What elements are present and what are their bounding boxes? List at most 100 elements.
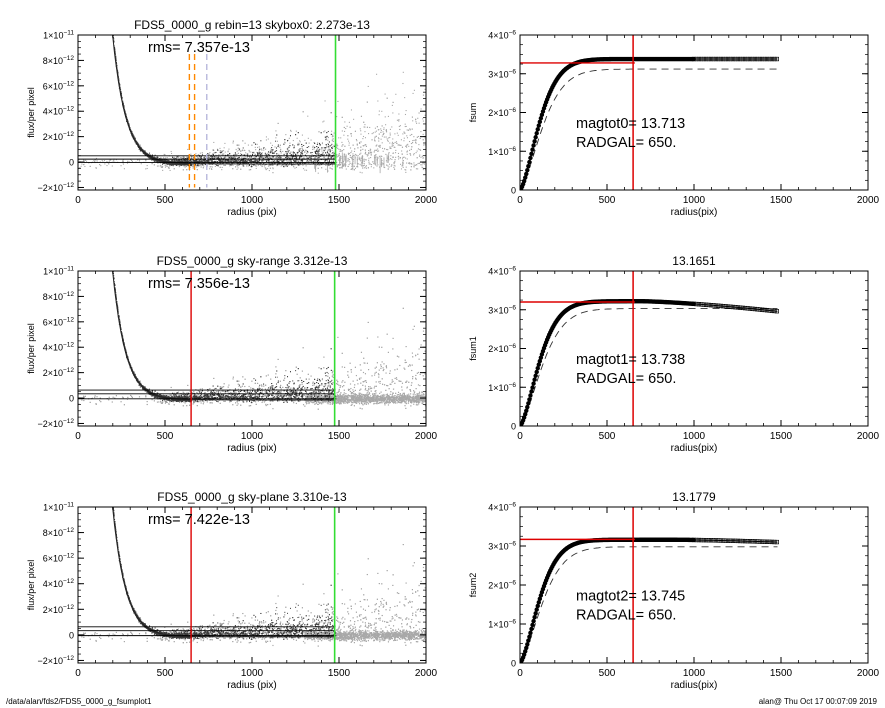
scatter-point — [398, 120, 400, 122]
scatter-point — [331, 152, 333, 155]
scatter-point — [211, 156, 213, 158]
scatter-point — [276, 157, 278, 159]
scatter-point — [317, 153, 319, 155]
scatter-point — [191, 165, 194, 167]
scatter-point — [180, 160, 182, 162]
scatter-point — [275, 150, 277, 152]
scatter-point — [318, 164, 320, 167]
scatter-point — [219, 159, 221, 161]
scatter-point — [109, 3, 110, 4]
scatter-point — [317, 172, 319, 174]
scatter-point — [360, 130, 362, 132]
scatter-point — [394, 168, 396, 170]
scatter-point — [195, 153, 197, 155]
scatter-point — [332, 140, 334, 142]
scatter-point — [393, 142, 395, 145]
scatter-point — [139, 144, 141, 146]
scatter-point — [405, 145, 407, 147]
scatter-point — [188, 169, 191, 171]
scatter-point — [297, 144, 299, 146]
scatter-point — [422, 120, 424, 122]
scatter-point — [272, 162, 274, 164]
scatter-point — [424, 88, 426, 90]
scatter-point — [303, 144, 305, 146]
scatter-point — [392, 101, 394, 103]
scatter-point — [187, 148, 189, 150]
scatter-point — [157, 156, 159, 158]
scatter-point — [304, 151, 306, 153]
scatter-point — [286, 162, 288, 164]
scatter-point — [271, 149, 273, 151]
scatter-point — [165, 162, 168, 164]
scatter-point — [165, 165, 167, 167]
scatter-point — [270, 162, 272, 164]
scatter-point — [197, 161, 199, 163]
scatter-point — [325, 164, 327, 166]
scatter-point — [166, 165, 168, 167]
scatter-point — [317, 159, 319, 161]
scatter-point — [177, 156, 179, 158]
scatter-point — [370, 154, 372, 156]
scatter-point — [196, 166, 198, 168]
scatter-point — [264, 167, 266, 169]
scatter-point — [121, 97, 123, 99]
scatter-point — [395, 156, 397, 158]
scatter-point — [373, 162, 375, 165]
scatter-point — [199, 156, 201, 158]
scatter-point — [187, 159, 189, 161]
scatter-point — [133, 136, 135, 139]
scatter-point — [336, 161, 338, 163]
scatter-point — [301, 151, 303, 153]
scatter-point — [410, 162, 412, 165]
scatter-point — [364, 124, 366, 126]
scatter-point — [382, 131, 384, 133]
scatter-point — [348, 153, 350, 155]
scatter-point — [230, 159, 232, 161]
scatter-point — [269, 150, 271, 152]
scatter-point — [280, 155, 282, 157]
scatter-point — [245, 162, 247, 164]
scatter-point — [395, 93, 397, 95]
scatter-point — [163, 159, 165, 161]
scatter-point — [413, 139, 415, 141]
scatter-point — [349, 147, 352, 149]
scatter-point — [278, 162, 280, 164]
scatter-point — [110, 11, 111, 12]
scatter-point — [122, 100, 124, 102]
scatter-point — [246, 165, 248, 167]
scatter-point — [380, 129, 382, 132]
scatter-point — [297, 164, 299, 166]
scatter-point — [287, 156, 289, 158]
scatter-point — [190, 153, 192, 155]
scatter-point — [349, 161, 351, 163]
scatter-point — [319, 142, 321, 144]
scatter-point — [289, 157, 291, 159]
scatter-point — [314, 146, 316, 148]
scatter-point — [178, 165, 181, 167]
scatter-point — [412, 142, 414, 144]
scatter-point — [402, 156, 404, 159]
scatter-point — [304, 169, 306, 171]
scatter-point — [422, 162, 424, 164]
scatter-point — [243, 160, 245, 162]
scatter-point — [110, 4, 111, 5]
scatter-point — [415, 168, 417, 170]
scatter-point — [204, 162, 206, 164]
scatter-point — [345, 128, 347, 130]
scatter-point — [235, 161, 237, 163]
scatter-point — [202, 159, 204, 161]
scatter-point — [261, 154, 263, 156]
scatter-point — [380, 128, 382, 130]
scatter-point — [278, 157, 280, 159]
scatter-point — [176, 159, 178, 161]
scatter-point — [301, 159, 303, 161]
scatter-point — [83, 163, 85, 166]
scatter-point — [300, 150, 302, 152]
scatter-point — [364, 131, 366, 133]
scatter-point — [355, 154, 358, 156]
scatter-point — [301, 152, 303, 154]
scatter-point — [301, 160, 303, 162]
scatter-point — [413, 152, 415, 155]
scatter-point — [285, 159, 287, 161]
scatter-point — [337, 164, 340, 166]
